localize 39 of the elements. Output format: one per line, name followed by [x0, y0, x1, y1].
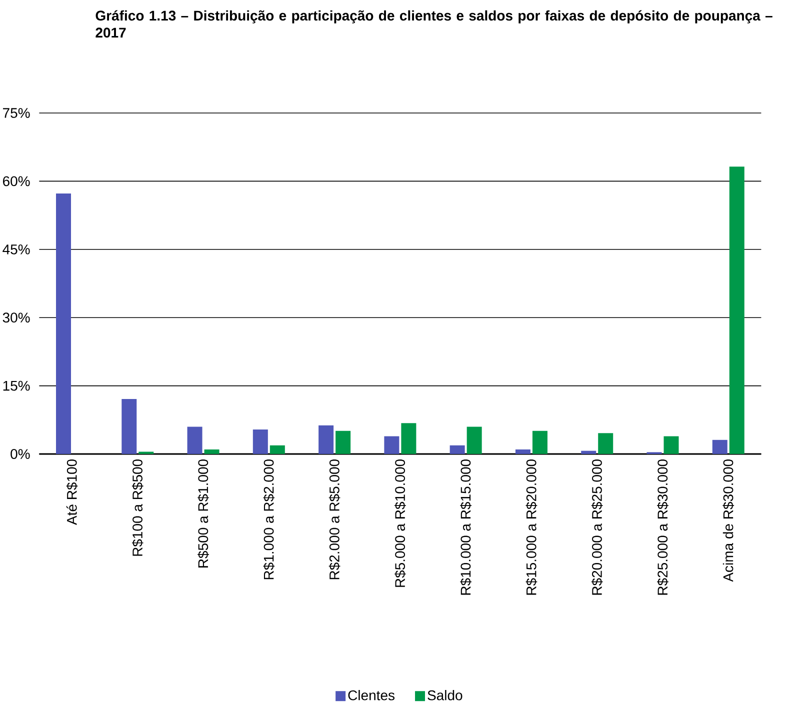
x-tick-label: R$20.000 a R$25.000 [591, 459, 603, 595]
bar [532, 430, 548, 454]
x-tick-label: R$100 a R$500 [132, 459, 144, 556]
bar [712, 440, 728, 454]
bar [401, 423, 416, 454]
bar [252, 429, 268, 454]
x-tick-label: R$25.000 a R$30.000 [657, 459, 668, 595]
y-tick-label: 45% [2, 244, 30, 254]
legend-label: Saldo [428, 690, 462, 700]
bar [466, 426, 482, 454]
y-tick-label: 75% [3, 108, 30, 118]
y-tick-label: 30% [2, 312, 30, 323]
bar [204, 449, 220, 454]
bar [384, 436, 400, 454]
y-tick-label: 0% [10, 449, 30, 459]
y-tick-label: 60% [3, 176, 30, 186]
x-tick-label: R$10.000 a R$15.000 [460, 459, 472, 595]
bar [122, 398, 137, 454]
bar [664, 436, 679, 454]
y-tick-label: 15% [3, 380, 30, 391]
bar [336, 430, 351, 454]
x-tick-label: R$1.000 a R$2.000 [263, 459, 275, 580]
bar [270, 445, 285, 454]
x-tick-label: R$15.000 a R$20.000 [526, 459, 538, 595]
x-tick-label: Acima de R$30.000 [722, 459, 734, 582]
bar [515, 449, 530, 454]
x-tick-label: R$2.000 a R$5.000 [328, 459, 340, 580]
bar [581, 450, 596, 454]
legend-label: Clentes [348, 690, 395, 700]
x-tick-label: R$500 a R$1.000 [198, 459, 209, 568]
bar [598, 433, 614, 454]
chart-title: Gráfico 1.13 – Distribuição e participação de clientes e saldos por faixas de depósito de poupança – 2017 [96, 10, 772, 38]
bar [318, 425, 334, 454]
x-tick-label: R$5.000 a R$10.000 [394, 459, 406, 587]
bar [56, 193, 71, 454]
bar [729, 166, 744, 454]
x-tick-label: Até R$100 [66, 459, 78, 525]
bar [187, 426, 202, 454]
bar [450, 445, 465, 454]
